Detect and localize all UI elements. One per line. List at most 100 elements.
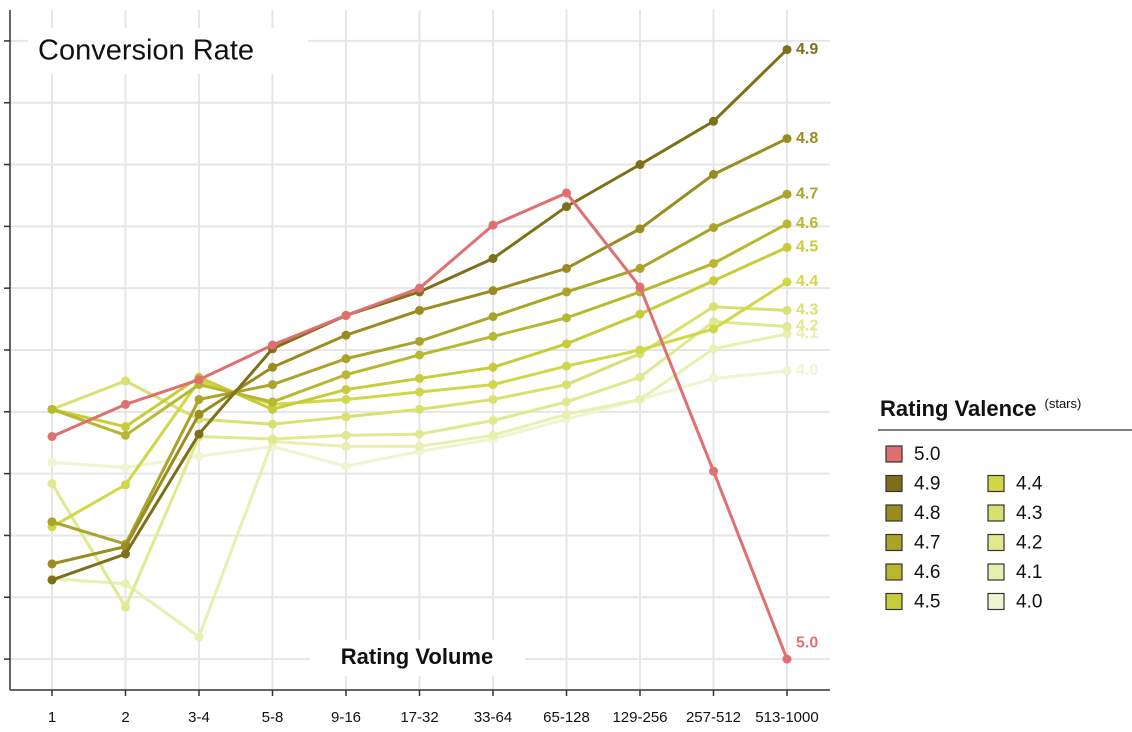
data-point xyxy=(47,458,57,468)
data-point xyxy=(341,430,351,440)
series-end-label: 4.4 xyxy=(796,273,818,290)
legend-label: 4.7 xyxy=(914,533,940,554)
legend-swatch xyxy=(987,592,1005,611)
data-point xyxy=(782,366,792,376)
data-point xyxy=(562,409,571,419)
data-point xyxy=(47,517,57,527)
legend-swatch xyxy=(885,563,903,581)
legend-swatch xyxy=(987,563,1005,581)
series-end-label: 4.6 xyxy=(796,215,818,232)
data-point xyxy=(341,310,351,320)
data-point xyxy=(782,654,792,664)
data-point xyxy=(194,632,204,642)
data-point xyxy=(121,549,130,559)
data-point xyxy=(635,224,645,234)
data-point xyxy=(341,370,351,380)
data-point xyxy=(121,602,130,612)
data-point xyxy=(709,223,718,233)
data-point xyxy=(268,434,277,444)
legend-title-text: Rating Valence xyxy=(880,396,1037,421)
data-point xyxy=(415,373,424,383)
data-point xyxy=(415,441,424,451)
legend-swatch xyxy=(885,474,903,493)
data-point xyxy=(47,559,57,569)
legend-label: 4.0 xyxy=(1016,592,1042,613)
legend-label: 4.9 xyxy=(914,474,940,495)
data-point xyxy=(635,372,645,382)
legend-label: 4.3 xyxy=(1016,503,1042,524)
data-point xyxy=(562,263,571,273)
data-point xyxy=(782,305,792,315)
legend-label: 4.6 xyxy=(914,562,940,583)
title-backdrop xyxy=(28,28,308,74)
data-point xyxy=(709,466,718,476)
data-point xyxy=(488,362,498,372)
data-point xyxy=(121,422,130,432)
x-tick-label: 65-128 xyxy=(543,709,590,726)
data-point xyxy=(488,286,498,296)
data-point xyxy=(709,373,718,383)
data-point xyxy=(709,302,718,312)
x-tick-label: 2 xyxy=(121,709,129,726)
series-end-label: 4.5 xyxy=(796,239,818,256)
data-point xyxy=(635,263,645,273)
series-end-label: 4.1 xyxy=(796,325,818,342)
data-point xyxy=(194,409,204,419)
data-point xyxy=(488,312,498,322)
data-point xyxy=(709,324,718,334)
data-point xyxy=(709,344,718,354)
data-point xyxy=(121,376,130,386)
data-point xyxy=(121,399,130,409)
data-point xyxy=(562,313,571,323)
data-point xyxy=(488,430,498,440)
legend-title: Rating Valence (stars) xyxy=(880,396,1081,421)
data-point xyxy=(194,394,204,404)
data-point xyxy=(709,169,718,179)
data-point xyxy=(47,575,57,585)
x-tick-label: 9-16 xyxy=(331,709,361,726)
data-point xyxy=(268,404,277,414)
legend-swatch xyxy=(987,474,1005,493)
data-point xyxy=(635,282,645,292)
data-point xyxy=(488,380,498,390)
data-point xyxy=(782,277,792,287)
data-point xyxy=(47,479,57,489)
data-point xyxy=(782,322,792,332)
series-end-label: 4.8 xyxy=(796,130,818,147)
data-point xyxy=(268,397,277,407)
data-point xyxy=(562,287,571,297)
legend-title-note: (stars) xyxy=(1045,396,1082,411)
legend-swatch xyxy=(885,533,903,552)
data-point xyxy=(47,404,57,414)
data-point xyxy=(635,345,645,355)
data-point xyxy=(562,188,571,198)
data-point xyxy=(268,362,277,372)
data-point xyxy=(488,220,498,230)
data-point xyxy=(562,202,571,212)
data-point xyxy=(488,394,498,404)
series-end-label: 5.0 xyxy=(796,634,818,651)
data-point xyxy=(268,419,277,429)
series-end-label: 4.9 xyxy=(796,41,818,58)
legend-swatch xyxy=(885,445,903,463)
chart-title: Conversion Rate xyxy=(38,35,254,67)
series-end-label: 4.2 xyxy=(796,318,818,335)
data-point xyxy=(562,361,571,371)
data-point xyxy=(415,305,424,315)
data-point xyxy=(562,339,571,349)
data-point xyxy=(709,258,718,268)
x-tick-label: 1 xyxy=(48,709,56,726)
legend-label: 4.1 xyxy=(1016,562,1042,583)
data-point xyxy=(415,283,424,293)
data-point xyxy=(121,430,130,440)
data-point xyxy=(782,45,792,55)
data-point xyxy=(415,336,424,346)
data-point xyxy=(415,429,424,439)
x-tick-label: 513-1000 xyxy=(755,709,818,726)
data-point xyxy=(268,340,277,350)
data-point xyxy=(341,394,351,404)
data-point xyxy=(341,330,351,340)
data-point xyxy=(488,415,498,425)
data-point xyxy=(488,331,498,341)
